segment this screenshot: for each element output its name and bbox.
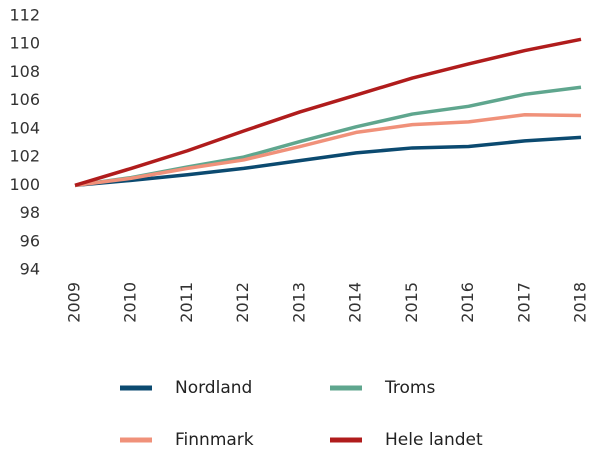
y-tick-label: 110 — [9, 34, 40, 53]
x-tick-label: 2015 — [402, 282, 421, 323]
legend-label: Nordland — [175, 378, 252, 398]
y-tick-label: 112 — [9, 6, 40, 25]
y-tick-label: 98 — [20, 203, 40, 222]
y-tick-label: 94 — [20, 260, 40, 279]
legend-label: Hele landet — [385, 430, 483, 450]
x-tick-label: 2018 — [571, 282, 590, 323]
y-tick-label: 108 — [9, 62, 40, 81]
x-tick-label: 2017 — [514, 282, 533, 323]
line — [74, 135, 582, 188]
x-tick-label: 2013 — [289, 282, 308, 323]
x-tick-label: 2009 — [65, 282, 84, 323]
y-tick-label: 102 — [9, 147, 40, 166]
x-tick-label: 2011 — [177, 282, 196, 323]
y-tick-label: 104 — [9, 118, 40, 137]
line — [74, 37, 582, 188]
legend-label: Troms — [384, 378, 435, 398]
y-tick-label: 100 — [9, 175, 40, 194]
x-tick-label: 2016 — [458, 282, 477, 323]
x-tick-label: 2014 — [346, 282, 365, 323]
line — [74, 113, 582, 188]
legend-label: Finnmark — [175, 430, 254, 450]
x-tick-label: 2012 — [233, 282, 252, 323]
y-tick-label: 96 — [20, 231, 40, 250]
y-tick-label: 106 — [9, 90, 40, 109]
x-tick-label: 2010 — [121, 282, 140, 323]
